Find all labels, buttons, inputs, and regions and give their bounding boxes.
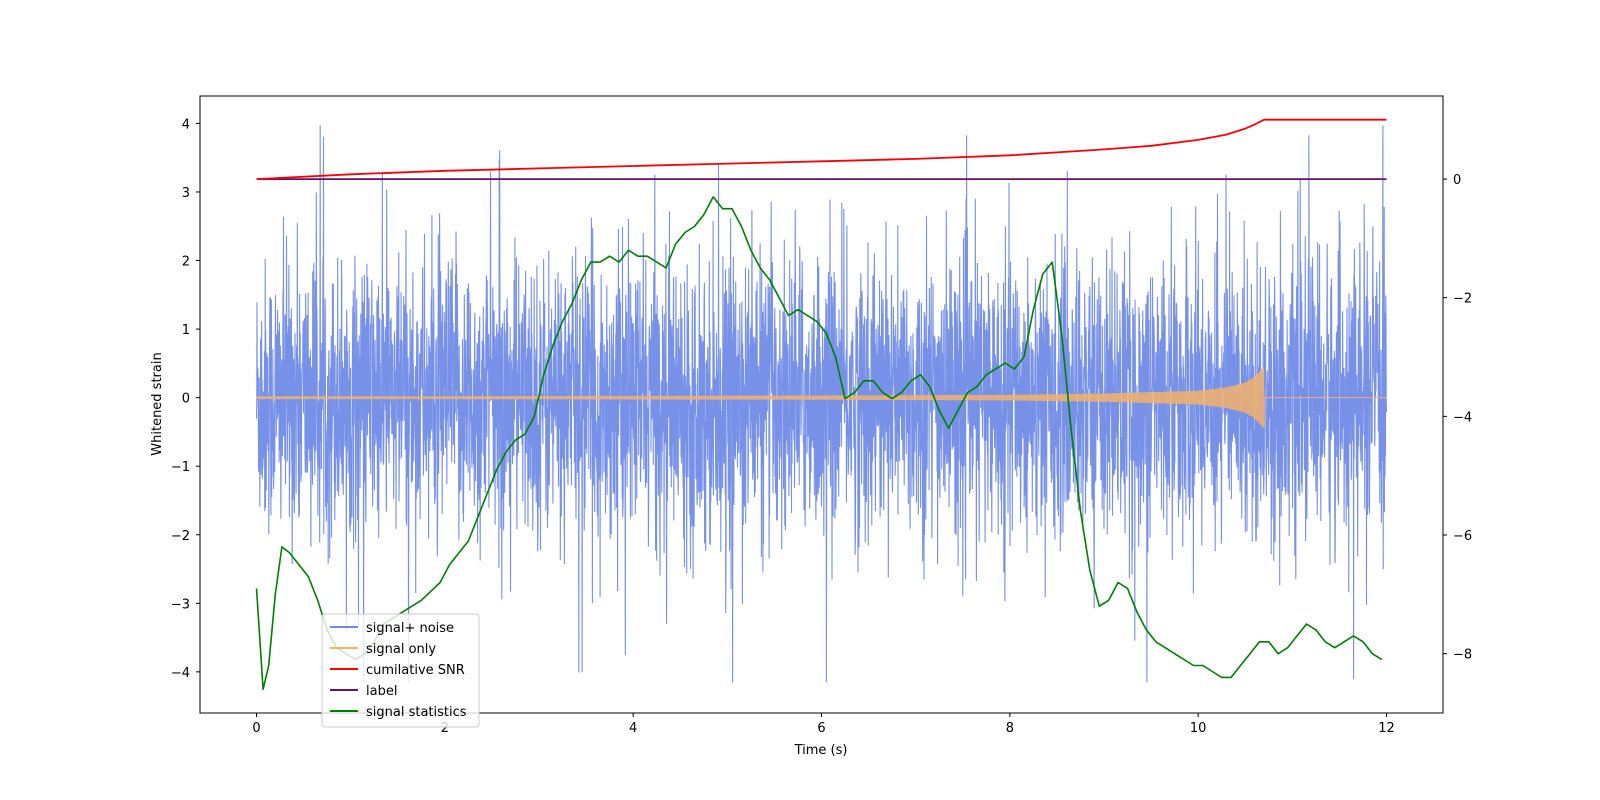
y-left-tick-label: 1	[182, 323, 190, 338]
legend-label: signal only	[366, 642, 436, 657]
y-left-tick-label: 0	[182, 392, 190, 407]
x-tick-label: 0	[252, 721, 260, 736]
legend: signal+ noise signal only cumilative SNR la…	[321, 613, 480, 728]
x-tick-label: 4	[629, 721, 637, 736]
x-tick-label: 8	[1006, 721, 1014, 736]
legend-label: cumilative SNR	[366, 663, 465, 678]
y-right-tick-label: 0	[1453, 173, 1461, 188]
x-tick-label: 2	[441, 721, 449, 736]
series-line-signal-only	[255, 367, 1387, 429]
x-tick-label: 12	[1378, 721, 1395, 736]
y-right-tick-label: −6	[1453, 529, 1472, 544]
legend-label: signal+ noise	[366, 621, 454, 636]
y-right-tick-label: −4	[1453, 410, 1472, 425]
x-tick-label: 10	[1190, 721, 1207, 736]
y-left-tick-label: −4	[171, 666, 190, 681]
x-axis-label: Time (s)	[794, 743, 848, 758]
y-left-axis-ticks: −4 −3 −2 −1 0 1 2 3 4	[171, 117, 200, 681]
y-left-tick-label: 2	[182, 255, 190, 270]
series-line-signal-noise	[255, 125, 1388, 683]
y-left-tick-label: 4	[182, 117, 190, 132]
y-right-tick-label: −2	[1453, 292, 1472, 307]
y-right-tick-label: −8	[1453, 648, 1472, 663]
legend-box	[321, 613, 480, 728]
legend-label: label	[366, 684, 397, 699]
y-left-tick-label: −3	[171, 597, 190, 612]
plot-area	[255, 118, 1388, 691]
y-left-tick-label: −2	[171, 529, 190, 544]
series-line-cumilative-snr	[256, 118, 1387, 180]
y-right-axis-ticks: −8 −6 −4 −2 0	[1443, 173, 1472, 663]
x-tick-label: 6	[817, 721, 825, 736]
y-left-tick-label: −1	[171, 460, 190, 475]
legend-label: signal statistics	[366, 705, 467, 720]
y-left-tick-label: 3	[182, 186, 190, 201]
series-line-signal-statistics	[255, 196, 1383, 691]
y-axis-label: Whitened strain	[150, 352, 165, 455]
